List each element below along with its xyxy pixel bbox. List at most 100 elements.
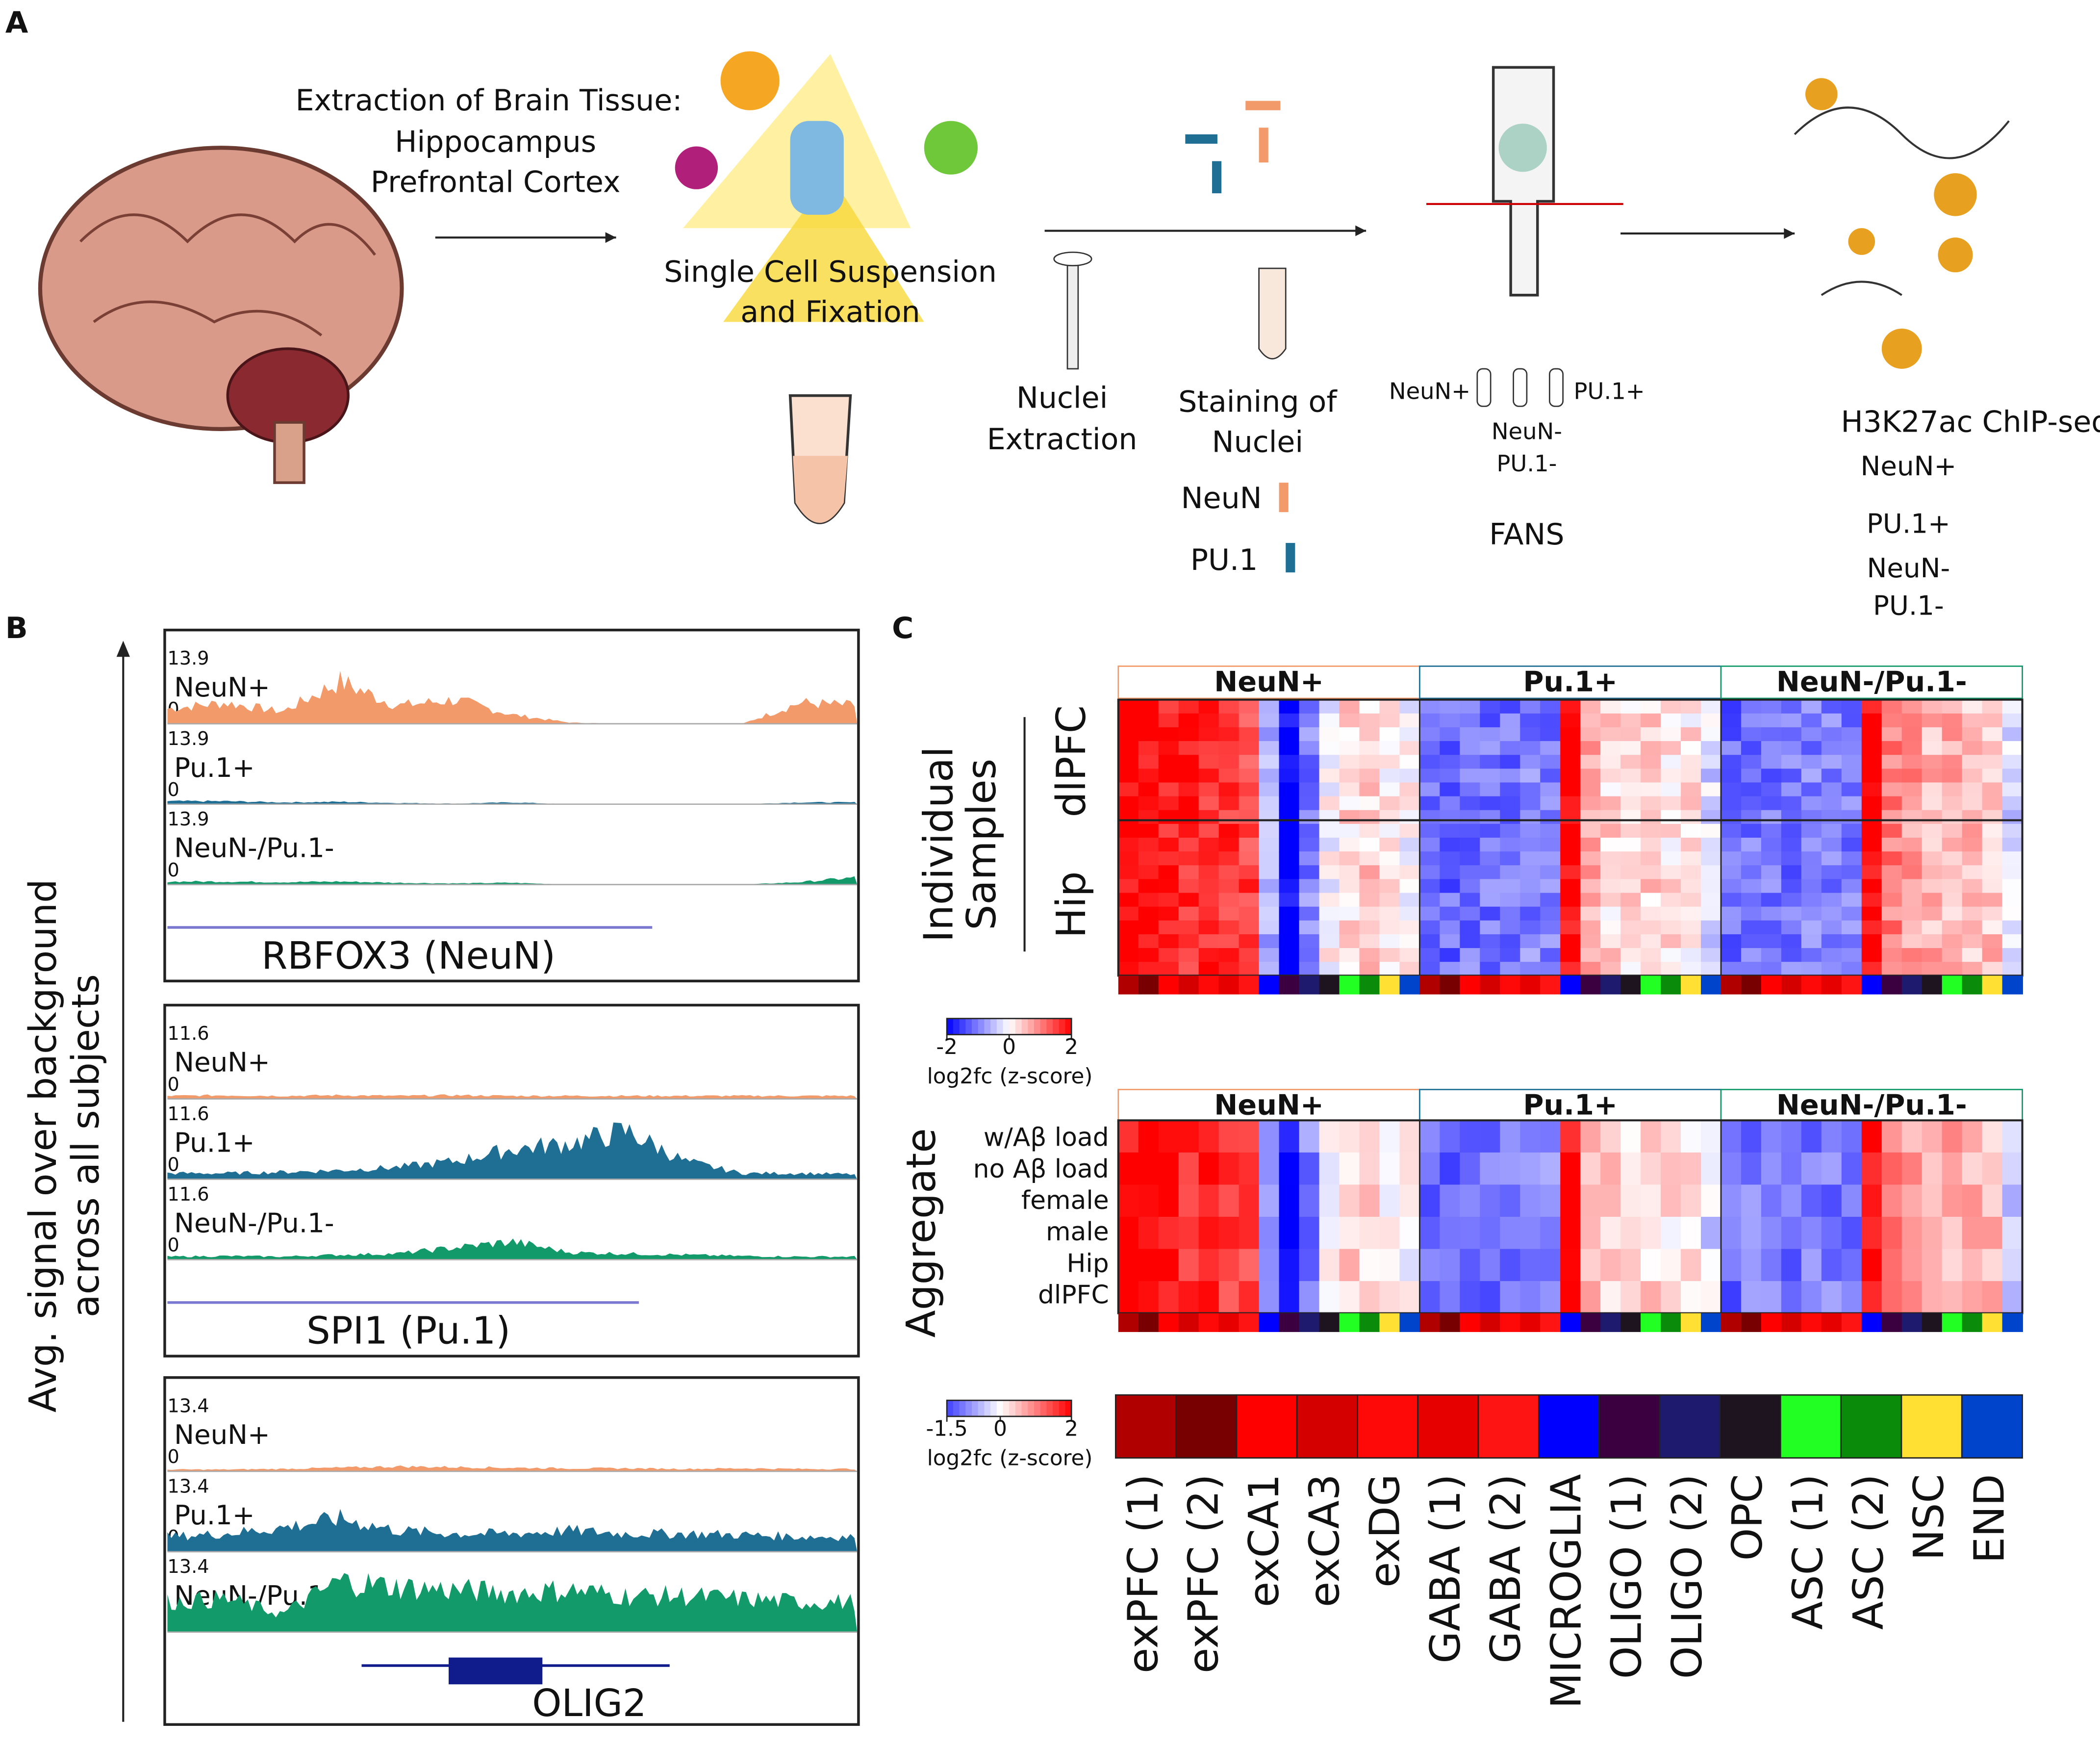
chip-label: PU.1+ bbox=[1867, 508, 1950, 539]
heat-cell bbox=[1801, 1249, 1822, 1282]
heat-cell bbox=[1801, 865, 1822, 880]
heat-cell bbox=[1560, 879, 1581, 894]
heat-cell bbox=[1259, 769, 1280, 783]
region-label: dlPFC bbox=[1048, 705, 1095, 818]
heat-cell bbox=[1339, 823, 1360, 839]
heat-cell bbox=[1218, 879, 1240, 894]
heat-cell bbox=[1701, 713, 1722, 728]
heat-cell bbox=[1218, 920, 1240, 935]
heat-cell bbox=[1339, 837, 1360, 852]
heat-cell bbox=[1460, 741, 1481, 756]
heat-cell bbox=[1901, 699, 1923, 715]
heat-cell bbox=[1339, 741, 1360, 756]
heat-cell bbox=[1922, 865, 1943, 880]
colorbar-cell bbox=[990, 1400, 997, 1416]
heat-cell bbox=[1841, 727, 1863, 742]
heat-cell bbox=[1701, 1184, 1722, 1218]
heat-cell bbox=[1962, 1216, 1983, 1250]
panel-label: C bbox=[892, 611, 913, 645]
heat-cell bbox=[1942, 727, 1963, 742]
heat-cell bbox=[1379, 796, 1400, 811]
heat-cell bbox=[1118, 1120, 1139, 1154]
step-text: and Fixation bbox=[740, 295, 920, 330]
heat-cell bbox=[1198, 699, 1220, 715]
heat-cell bbox=[1239, 948, 1260, 963]
heat-cell bbox=[1178, 741, 1200, 756]
heat-cell bbox=[1560, 741, 1581, 756]
heat-cell bbox=[1259, 934, 1280, 949]
heat-cell bbox=[1419, 755, 1441, 770]
track-min: 0 bbox=[167, 779, 179, 801]
heat-cell bbox=[1661, 810, 1682, 825]
heat-cell bbox=[1460, 823, 1481, 839]
heat-cell bbox=[1661, 1184, 1682, 1218]
heat-cell bbox=[1419, 837, 1441, 852]
colorbar-cell bbox=[1053, 1400, 1060, 1416]
heat-cell bbox=[1801, 727, 1822, 742]
heat-cell bbox=[1118, 837, 1139, 852]
heat-cell bbox=[1661, 962, 1682, 976]
heat-cell bbox=[1962, 851, 1983, 866]
cell-type-strip bbox=[1781, 1313, 1802, 1332]
heat-cell bbox=[1701, 741, 1722, 756]
heat-cell bbox=[1641, 906, 1662, 922]
heat-cell bbox=[2002, 934, 2023, 949]
cell-type-strip bbox=[1440, 1313, 1461, 1332]
heat-cell bbox=[1279, 1249, 1300, 1282]
cell-type-strip bbox=[1319, 1313, 1340, 1332]
heat-cell bbox=[1741, 1184, 1762, 1218]
heat-cell bbox=[1299, 837, 1320, 852]
heat-cell bbox=[1379, 1249, 1400, 1282]
heat-cell bbox=[2002, 1120, 2023, 1154]
heat-cell bbox=[1741, 906, 1762, 922]
heat-cell bbox=[1299, 810, 1320, 825]
heat-cell bbox=[1118, 934, 1139, 949]
heat-cell bbox=[1681, 851, 1702, 866]
heat-cell bbox=[1500, 1281, 1521, 1314]
cell-type-strip bbox=[1962, 1313, 1983, 1332]
heat-cell bbox=[1661, 837, 1682, 852]
cell-type-strip bbox=[1239, 1313, 1260, 1332]
heat-cell bbox=[1841, 699, 1863, 715]
track-max: 13.9 bbox=[167, 728, 209, 750]
heat-cell bbox=[1681, 1249, 1702, 1282]
heat-cell bbox=[1158, 1216, 1180, 1250]
heat-cell bbox=[1178, 837, 1200, 852]
heat-cell bbox=[1901, 782, 1923, 797]
heat-cell bbox=[1178, 934, 1200, 949]
heat-cell bbox=[1720, 823, 1742, 839]
heat-cell bbox=[1720, 713, 1742, 728]
heat-cell bbox=[2002, 906, 2023, 922]
heat-cell bbox=[1560, 713, 1581, 728]
heat-cell bbox=[1460, 769, 1481, 783]
colorbar-tick-label: 2 bbox=[1064, 1034, 1078, 1059]
heat-cell bbox=[1901, 1184, 1923, 1218]
legend-cell bbox=[1477, 1394, 1540, 1459]
track-max: 13.4 bbox=[167, 1556, 209, 1578]
heat-cell bbox=[1299, 948, 1320, 963]
heat-cell bbox=[1520, 727, 1541, 742]
heat-cell bbox=[1942, 741, 1963, 756]
heat-cell bbox=[1781, 1216, 1802, 1250]
track-name: NeuN+ bbox=[174, 1047, 270, 1078]
heat-cell bbox=[1720, 893, 1742, 908]
step-text: Staining of bbox=[1178, 385, 1338, 419]
heat-cell bbox=[1861, 713, 1883, 728]
colorbar-cell bbox=[1046, 1018, 1053, 1035]
heat-cell bbox=[1741, 741, 1762, 756]
heat-cell bbox=[1720, 1184, 1742, 1218]
heat-cell bbox=[1901, 1120, 1923, 1154]
cell-type-label: exPFC (2) bbox=[1179, 1474, 1228, 1673]
heat-cell bbox=[1821, 823, 1843, 839]
heat-cell bbox=[1580, 769, 1601, 783]
heat-cell bbox=[1801, 906, 1822, 922]
heat-cell bbox=[1942, 1216, 1963, 1250]
legend-cell bbox=[1780, 1394, 1842, 1459]
heat-cell bbox=[1741, 962, 1762, 976]
heat-cell bbox=[1560, 1281, 1581, 1314]
heat-cell bbox=[1419, 713, 1441, 728]
heat-cell bbox=[1901, 755, 1923, 770]
heat-cell bbox=[1560, 948, 1581, 963]
heat-cell bbox=[1158, 823, 1180, 839]
heat-cell bbox=[1480, 823, 1501, 839]
